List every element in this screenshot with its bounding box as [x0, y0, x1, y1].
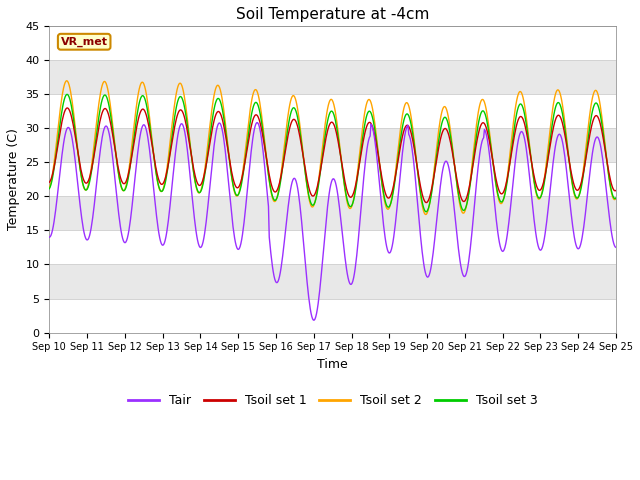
Tsoil set 1	[115, 168, 122, 173]
Bar	[49, 162, 616, 196]
Tsoil set 2	[419, 206, 427, 212]
Title: Soil Temperature at -4cm: Soil Temperature at -4cm	[236, 7, 429, 22]
Y-axis label: Temperature (C): Temperature (C)	[7, 128, 20, 230]
Tsoil set 2	[612, 195, 620, 201]
Tsoil set 2	[45, 185, 53, 191]
Tsoil set 3	[419, 203, 427, 208]
Tsoil set 3	[56, 124, 63, 130]
Tsoil set 3	[115, 172, 122, 178]
Tsoil set 3	[45, 186, 53, 192]
Tsoil set 3	[63, 92, 71, 97]
Tsoil set 3	[612, 195, 620, 201]
Tsoil set 1	[422, 200, 430, 205]
Line: Tsoil set 2: Tsoil set 2	[49, 81, 616, 215]
Tsoil set 3	[202, 162, 210, 168]
Tsoil set 3	[422, 209, 430, 215]
Bar	[49, 60, 616, 94]
Tsoil set 3	[403, 111, 410, 117]
Tair	[56, 173, 63, 179]
Tair	[172, 150, 179, 156]
Bar	[49, 299, 616, 333]
Tsoil set 1	[63, 105, 71, 111]
Tsoil set 1	[56, 132, 63, 137]
Text: VR_met: VR_met	[61, 36, 108, 47]
Tsoil set 1	[172, 117, 180, 122]
Tsoil set 2	[172, 91, 180, 96]
Line: Tair: Tair	[49, 122, 616, 320]
Tsoil set 2	[56, 112, 63, 118]
Tsoil set 1	[45, 180, 53, 185]
Tsoil set 2	[63, 78, 70, 84]
Tair	[45, 234, 53, 240]
Bar	[49, 26, 616, 60]
Bar	[49, 128, 616, 162]
Line: Tsoil set 1: Tsoil set 1	[49, 108, 616, 203]
Legend: Tair, Tsoil set 1, Tsoil set 2, Tsoil set 3: Tair, Tsoil set 1, Tsoil set 2, Tsoil se…	[123, 389, 543, 412]
Tsoil set 2	[422, 212, 430, 217]
Line: Tsoil set 3: Tsoil set 3	[49, 95, 616, 212]
Tair	[202, 225, 209, 231]
Bar	[49, 196, 616, 230]
Tsoil set 2	[403, 100, 410, 106]
Bar	[49, 264, 616, 299]
Tair	[420, 261, 428, 267]
Tsoil set 1	[419, 194, 427, 200]
Tsoil set 2	[115, 172, 122, 178]
Tsoil set 1	[612, 188, 620, 193]
Tsoil set 3	[172, 105, 180, 110]
Tsoil set 1	[202, 162, 210, 168]
Tsoil set 1	[403, 123, 410, 129]
Tair	[114, 204, 122, 210]
X-axis label: Time: Time	[317, 358, 348, 371]
Bar	[49, 230, 616, 264]
Tair	[403, 123, 411, 129]
Bar	[49, 94, 616, 128]
Tair	[253, 120, 261, 125]
Tair	[310, 317, 318, 323]
Tair	[612, 244, 620, 250]
Tsoil set 2	[202, 156, 210, 161]
